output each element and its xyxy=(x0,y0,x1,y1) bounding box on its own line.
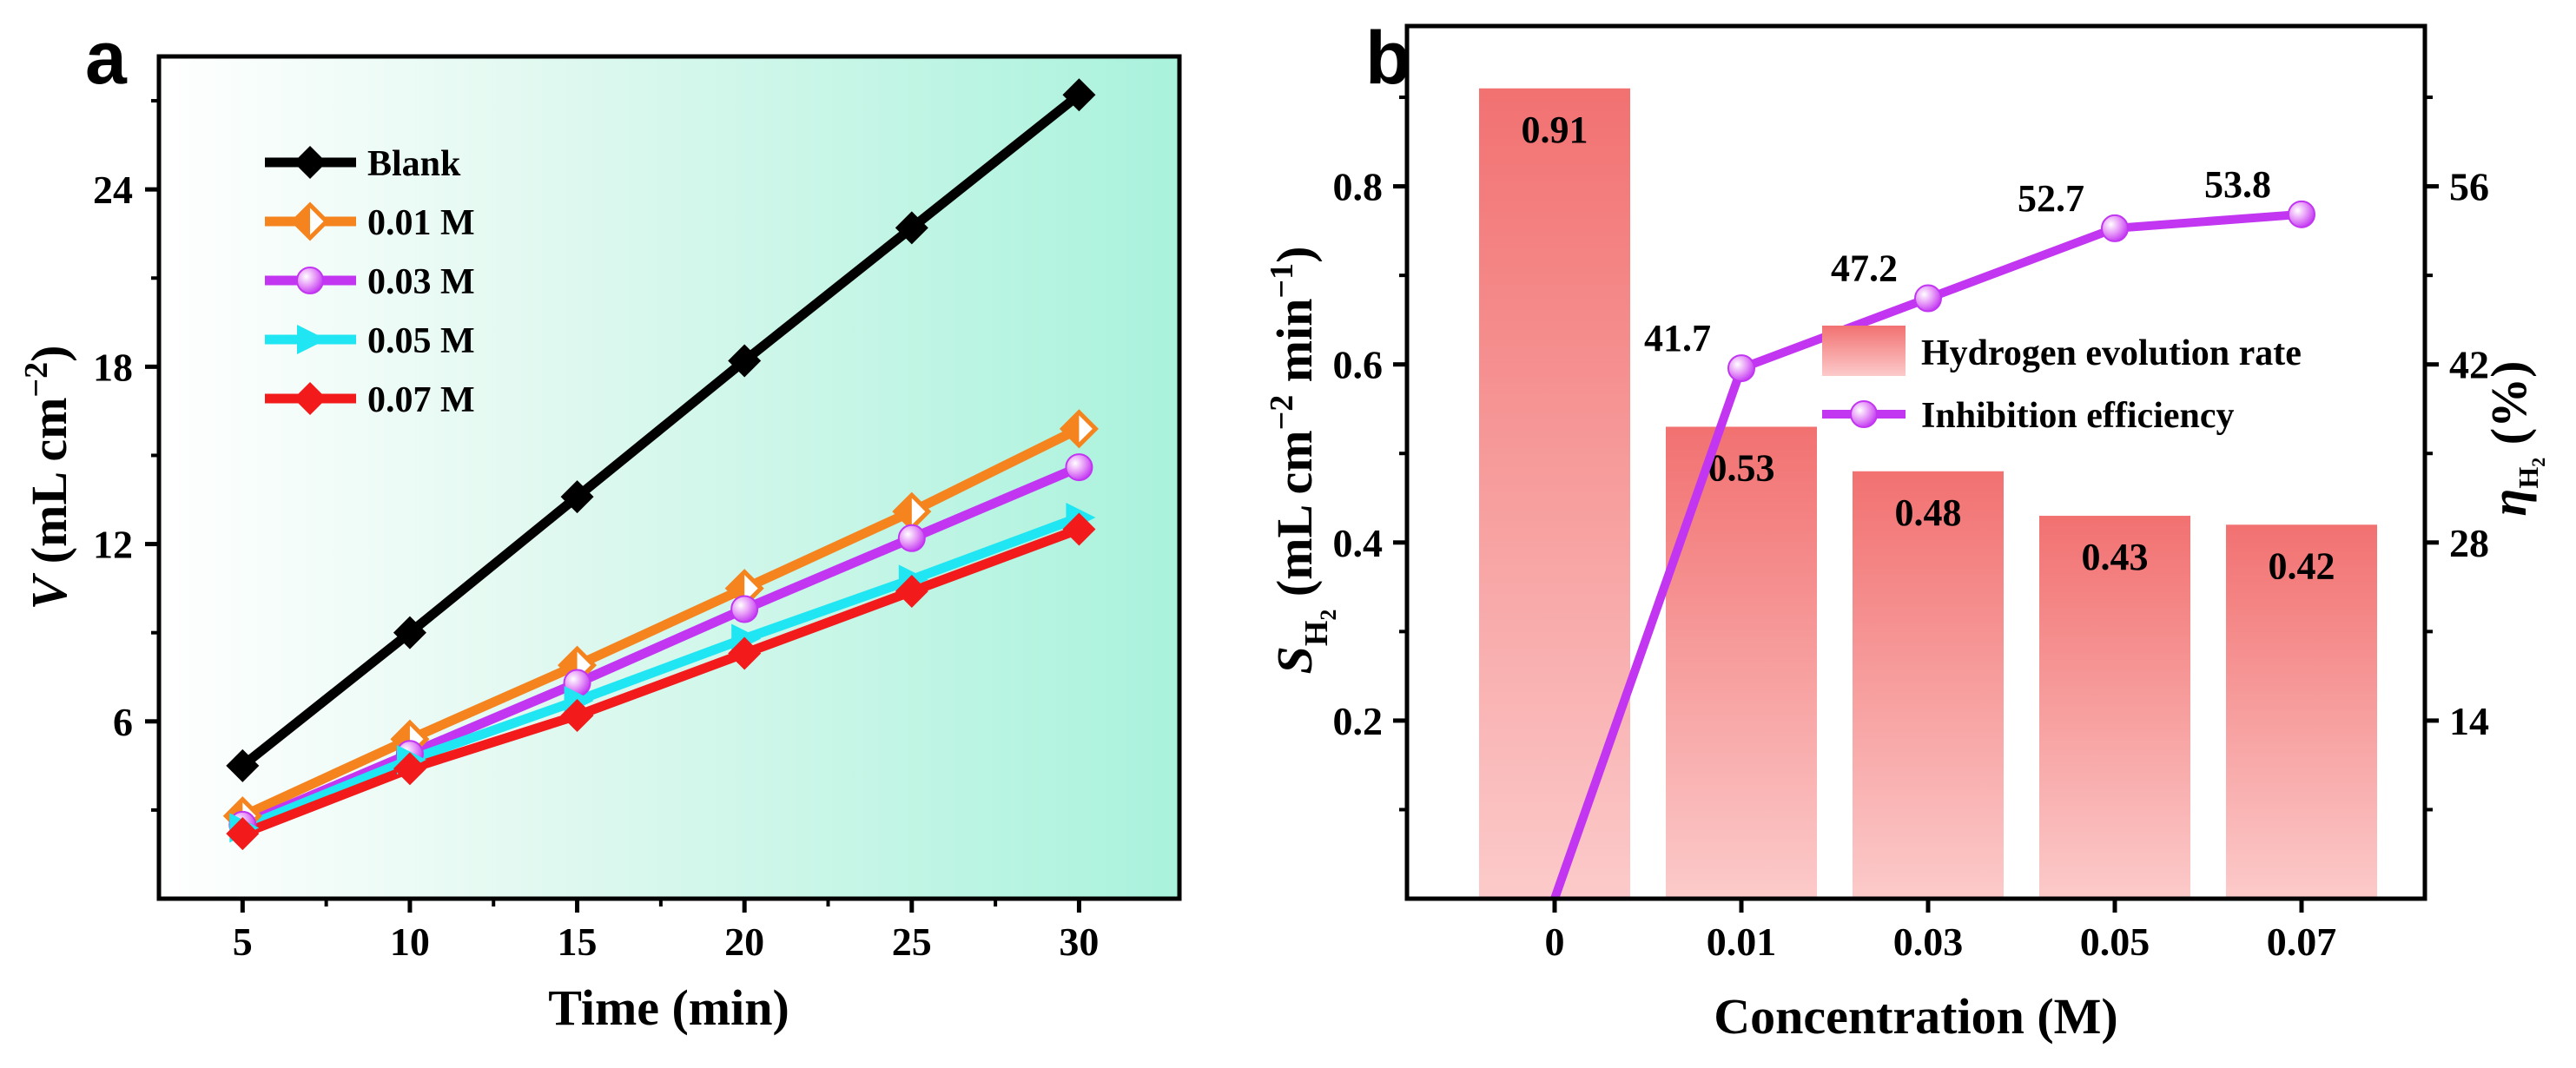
legend-marker-2 xyxy=(296,267,324,294)
y-tick-label-3: 0.8 xyxy=(1333,165,1384,209)
bar-1 xyxy=(1666,426,1817,899)
y-tick-label-2: 18 xyxy=(93,345,133,389)
efficiency-point-4 xyxy=(2288,200,2315,228)
legend-label-4: 0.07 M xyxy=(367,380,475,420)
x-tick-label-1: 10 xyxy=(390,920,430,964)
panel-a-frame xyxy=(156,54,1182,901)
efficiency-label-1: 41.7 xyxy=(1644,317,1711,359)
series-1-point-4-fill xyxy=(895,495,912,529)
panel-b-y-axis-title: SH2 (mL cm−2 min−1) xyxy=(1264,247,1341,675)
legend-label-0: Hydrogen evolution rate xyxy=(1921,333,2302,373)
legend-label-1: 0.01 M xyxy=(367,203,475,243)
panel-a-label: a xyxy=(85,16,128,100)
bar-2 xyxy=(1853,471,2004,899)
series-4-point-3 xyxy=(728,636,762,670)
x-tick-label-3: 20 xyxy=(724,920,764,964)
panel-b: b 0.91 0.53 0.48 0.43 0.42 41.7 47.2 52.7 53.8 0… xyxy=(1264,16,2549,1045)
series-2-point-5 xyxy=(1065,453,1093,482)
panel-a-x-axis-title: Time (min) xyxy=(548,979,789,1036)
bar-0 xyxy=(1479,88,1630,900)
y-tick-label-0: 0.2 xyxy=(1333,699,1384,743)
x-tick-label-0: 0 xyxy=(1545,920,1565,964)
legend-marker-1 xyxy=(290,201,330,241)
series-0-point-2 xyxy=(560,480,594,514)
panel-a: a 5 10 15 20 25 30 6 12 18 24 Time (min) V (mL cm… xyxy=(18,16,1182,1036)
x-tick-label-2: 0.03 xyxy=(1893,920,1964,964)
y2-tick-label-1: 28 xyxy=(2449,521,2489,565)
series-4-point-2 xyxy=(560,698,594,732)
series-4-point-4 xyxy=(895,575,928,609)
series-1-point-5-fill xyxy=(1062,412,1080,445)
y-tick-label-2: 0.6 xyxy=(1333,343,1384,387)
legend-marker-1-fill xyxy=(294,205,310,238)
bar-label-0: 0.91 xyxy=(1522,109,1589,151)
series-line-2 xyxy=(241,463,1081,829)
legend-marker-4 xyxy=(294,382,327,415)
legend-marker-3 xyxy=(297,325,327,354)
series-1-point-5 xyxy=(1059,409,1099,449)
y2-tick-label-2: 42 xyxy=(2449,343,2489,387)
legend-label-0: Blank xyxy=(367,144,461,184)
x-tick-label-2: 15 xyxy=(558,920,598,964)
efficiency-point-1 xyxy=(1727,354,1755,383)
panel-a-plot-background xyxy=(159,56,1179,899)
series-0-point-0 xyxy=(226,748,260,782)
y-tick-label-1: 0.4 xyxy=(1333,521,1384,565)
panel-b-x-axis-title: Concentration (M) xyxy=(1714,988,2118,1045)
efficiency-point-3 xyxy=(2101,214,2129,242)
series-line-3 xyxy=(241,512,1081,833)
y2-tick-label-3: 56 xyxy=(2449,165,2489,209)
series-0-point-5 xyxy=(1062,78,1096,112)
x-tick-label-0: 5 xyxy=(233,920,253,964)
bar-label-1: 0.53 xyxy=(1708,446,1775,489)
bar-label-4: 0.42 xyxy=(2269,544,2335,587)
bar-4 xyxy=(2226,524,2377,899)
series-0-point-1 xyxy=(393,616,426,649)
x-tick-label-4: 0.07 xyxy=(2267,920,2337,964)
series-line-1 xyxy=(241,424,1081,821)
x-tick-label-3: 0.05 xyxy=(2080,920,2150,964)
efficiency-label-2: 47.2 xyxy=(1831,247,1898,290)
panel-b-legend: Hydrogen evolution rate Inhibition effici… xyxy=(1822,326,2302,436)
legend-label-3: 0.05 M xyxy=(367,321,475,361)
series-4-point-1 xyxy=(393,752,426,786)
efficiency-label-4: 53.8 xyxy=(2204,163,2271,206)
series-line-4 xyxy=(241,524,1081,839)
panel-a-y-axis-title: V (mL cm−2) xyxy=(18,346,77,610)
series-2-point-3 xyxy=(730,595,759,623)
series-2-point-4 xyxy=(897,524,926,552)
panel-b-frame xyxy=(1404,23,2427,901)
series-line-0 xyxy=(239,90,1082,770)
x-tick-label-4: 25 xyxy=(892,920,932,964)
y-tick-label-0: 6 xyxy=(113,700,133,744)
legend-label-2: 0.03 M xyxy=(367,262,475,302)
panel-b-label: b xyxy=(1365,16,1411,100)
series-4-point-0 xyxy=(226,817,260,851)
efficiency-label-3: 52.7 xyxy=(2018,177,2084,220)
legend-label-1: Inhibition efficiency xyxy=(1921,396,2235,436)
bar-label-2: 0.48 xyxy=(1895,491,1962,534)
panel-a-legend: Blank 0.01 M 0.03 M 0.05 M 0.07 M xyxy=(265,144,475,420)
y2-tick-label-0: 14 xyxy=(2449,699,2489,743)
series-0-point-4 xyxy=(895,211,928,245)
legend-line-marker xyxy=(1850,400,1878,428)
y-tick-label-1: 12 xyxy=(93,523,133,567)
series-0-point-3 xyxy=(728,344,762,378)
legend-bar-swatch xyxy=(1822,326,1906,376)
legend-marker-0 xyxy=(294,146,327,179)
bar-3 xyxy=(2039,516,2190,899)
series-4-point-5 xyxy=(1062,512,1096,546)
bar-label-3: 0.43 xyxy=(2082,536,2149,578)
panel-b-y2-axis-title: ηH2 (%) xyxy=(2480,361,2549,517)
y-tick-label-3: 24 xyxy=(93,168,133,212)
x-tick-label-1: 0.01 xyxy=(1707,920,1777,964)
efficiency-point-2 xyxy=(1914,284,1942,313)
x-tick-label-5: 30 xyxy=(1059,920,1099,964)
